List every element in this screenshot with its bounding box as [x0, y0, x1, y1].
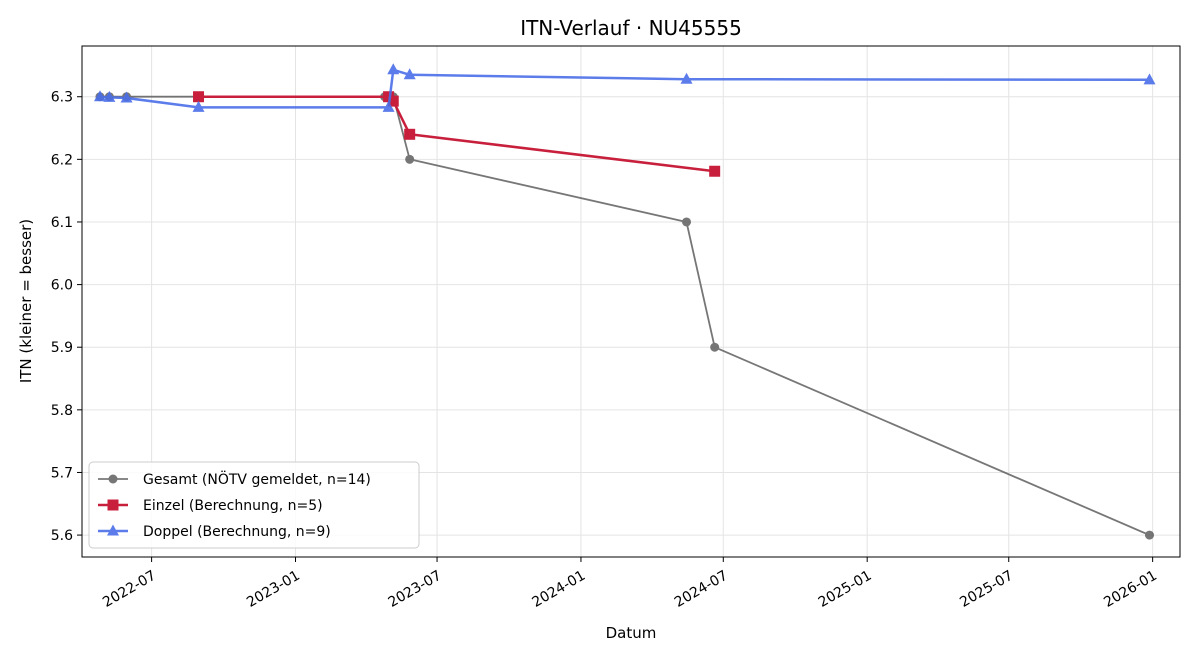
- data-point: [404, 128, 416, 140]
- legend: Gesamt (NÖTV gemeldet, n=14) Einzel (Bere…: [88, 461, 420, 549]
- data-point: [1145, 530, 1154, 540]
- grid: [82, 46, 1180, 557]
- data-point: [192, 100, 205, 112]
- y-tick-label: 6.0: [51, 278, 73, 294]
- series-layer: [93, 63, 1156, 540]
- legend-label: Gesamt (NÖTV gemeldet, n=14): [143, 470, 371, 488]
- x-tick-label: 2026-01: [1101, 568, 1160, 611]
- y-tick-label: 5.9: [51, 340, 73, 356]
- y-tick-label: 5.7: [51, 465, 73, 481]
- y-tick-label: 6.1: [51, 215, 73, 231]
- data-point: [1143, 73, 1156, 85]
- data-point: [103, 90, 116, 102]
- x-tick-label: 2025-07: [957, 568, 1016, 611]
- data-point: [120, 91, 133, 103]
- y-tick-label: 6.3: [51, 90, 73, 106]
- x-axis-label: Datum: [606, 624, 657, 642]
- y-axis-ticks: 5.6 5.7 5.8 5.9 6.0 6.1 6.2 6.3: [51, 90, 82, 544]
- legend-swatch-marker: [107, 524, 119, 536]
- x-tick-label: 2024-07: [672, 568, 731, 611]
- data-point: [682, 217, 692, 227]
- data-point: [387, 63, 400, 75]
- x-axis-ticks: 2022-07 2023-01 2023-07 2024-01 2024-07 2025-…: [100, 557, 1160, 611]
- legend-entry: [98, 524, 128, 536]
- x-tick-label: 2023-01: [244, 568, 303, 611]
- data-point: [403, 68, 416, 80]
- x-tick-label: 2024-01: [530, 568, 589, 611]
- y-tick-label: 6.2: [51, 152, 73, 168]
- legend-swatch-marker: [107, 499, 119, 511]
- series-line: [99, 68, 1150, 109]
- legend-entry: [98, 474, 128, 484]
- data-point: [680, 72, 693, 84]
- series-square: [193, 91, 721, 177]
- plot-frame: [81, 45, 1181, 558]
- x-tick-label: 2022-07: [100, 568, 159, 611]
- x-tick-label: 2025-01: [816, 568, 875, 611]
- data-point: [709, 165, 721, 177]
- data-point: [93, 90, 106, 102]
- y-tick-label: 5.8: [51, 403, 73, 419]
- y-axis-label: ITN (kleiner = besser): [17, 219, 35, 383]
- data-point: [405, 154, 415, 164]
- x-tick-label: 2023-07: [386, 568, 445, 611]
- legend-label: Doppel (Berechnung, n=9): [143, 524, 331, 540]
- series-triangle: [93, 63, 1156, 112]
- data-point: [193, 91, 205, 103]
- y-tick-label: 5.6: [51, 528, 73, 544]
- legend-box: [88, 461, 420, 549]
- data-point: [387, 95, 399, 107]
- data-point: [382, 100, 395, 112]
- chart-title: ITN-Verlauf · NU45555: [520, 16, 742, 40]
- legend-entry: [98, 499, 128, 511]
- legend-swatch-marker: [108, 474, 118, 484]
- data-point: [710, 342, 720, 352]
- legend-label: Einzel (Berechnung, n=5): [143, 498, 323, 514]
